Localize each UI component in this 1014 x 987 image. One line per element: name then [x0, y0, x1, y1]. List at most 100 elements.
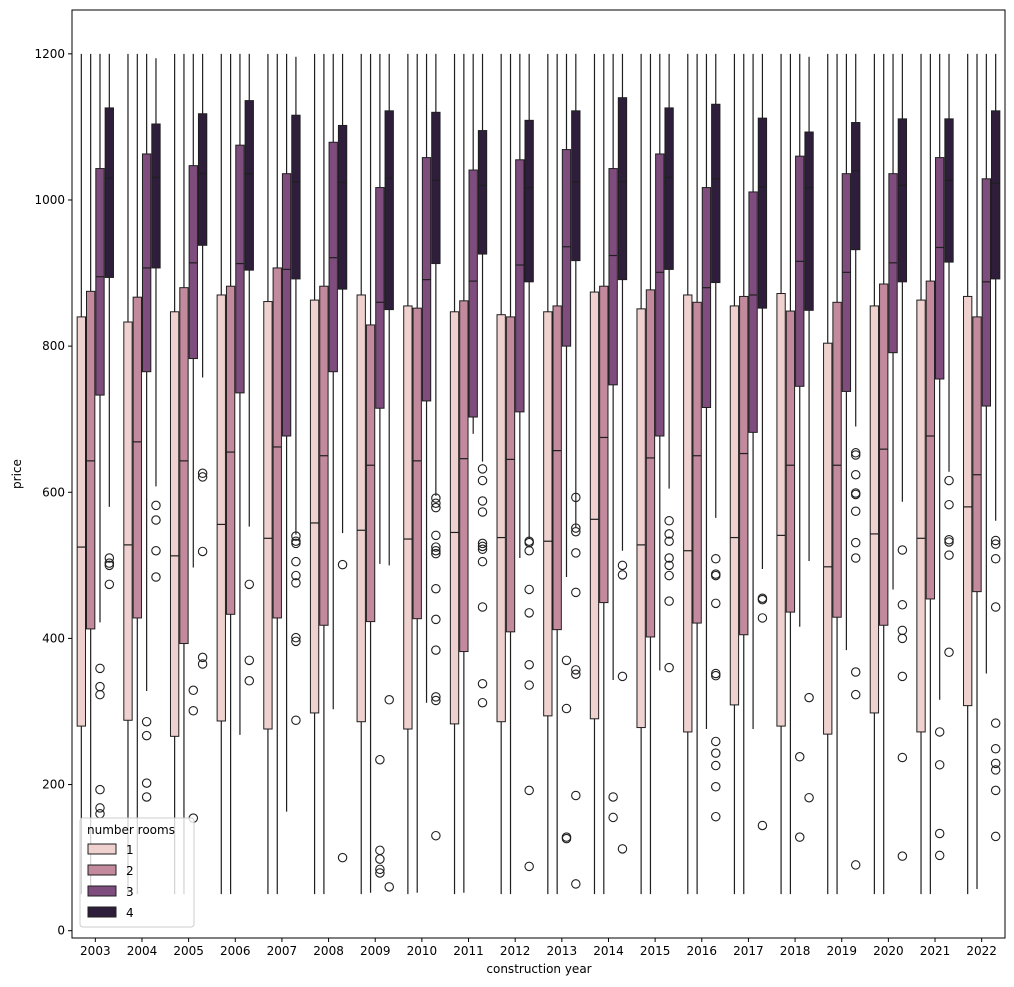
box — [132, 296, 142, 619]
x-tick-label: 2017 — [733, 944, 764, 958]
outlier-point — [561, 833, 572, 844]
box — [841, 173, 852, 392]
box — [981, 178, 992, 407]
outlier-point — [375, 868, 385, 878]
x-tick-label: 2009 — [360, 944, 391, 958]
box — [832, 301, 842, 618]
outlier-point — [990, 758, 1001, 769]
box-group — [552, 53, 562, 895]
box — [608, 168, 618, 386]
outlier-point — [95, 663, 105, 674]
outlier-point — [897, 633, 908, 644]
outlier-point — [197, 652, 208, 663]
box — [785, 310, 796, 613]
box-group — [365, 53, 376, 893]
box-group — [235, 53, 245, 735]
outlier-point — [375, 754, 385, 765]
box-group — [757, 53, 768, 831]
outlier-point — [384, 882, 394, 892]
box — [748, 191, 758, 433]
outlier-point — [990, 535, 1001, 546]
box-group — [963, 53, 973, 895]
y-axis-label: price — [10, 459, 24, 489]
box — [328, 141, 338, 373]
outlier-point — [375, 864, 385, 875]
box — [916, 299, 926, 733]
outlier-point — [104, 560, 115, 571]
outlier-point — [431, 542, 441, 552]
outlier-point — [897, 752, 908, 763]
box — [739, 295, 749, 636]
box-group — [608, 53, 618, 823]
box-group — [319, 53, 329, 895]
outlier-point — [990, 554, 1001, 564]
outlier-point — [850, 553, 861, 563]
outlier-point — [608, 792, 618, 802]
outlier-point — [757, 820, 768, 831]
x-tick-label: 2020 — [873, 944, 904, 958]
outlier-point — [897, 851, 908, 861]
outlier-point — [897, 600, 908, 610]
outlier-point — [804, 792, 814, 803]
x-tick-label: 2018 — [780, 944, 811, 958]
x-tick-label: 2003 — [80, 944, 111, 958]
box — [897, 118, 908, 283]
box-group — [375, 53, 385, 878]
box — [95, 168, 105, 396]
box — [879, 283, 889, 626]
outlier-point — [804, 692, 814, 703]
outlier-point — [244, 655, 255, 666]
outlier-point — [524, 659, 534, 670]
outlier-point — [197, 659, 208, 669]
box — [823, 342, 833, 735]
box-group — [832, 53, 842, 895]
y-tick-label: 1200 — [34, 47, 65, 61]
outlier-point — [477, 678, 488, 689]
outlier-point — [794, 832, 805, 842]
outlier-point — [850, 489, 861, 500]
outlier-point — [431, 692, 441, 702]
outlier-point — [104, 579, 115, 590]
outlier-point — [617, 560, 628, 571]
outlier-point — [711, 554, 721, 564]
legend-label: 4 — [126, 906, 134, 920]
box-group — [263, 53, 273, 895]
outlier-point — [151, 500, 161, 511]
box — [151, 123, 161, 269]
box-group — [944, 53, 954, 658]
outlier-point — [850, 537, 861, 548]
box-group — [543, 53, 553, 895]
outlier-point — [711, 748, 721, 758]
outlier-point — [477, 602, 488, 612]
outlier-point — [524, 861, 534, 872]
box-group — [823, 53, 833, 895]
outlier-point — [711, 670, 721, 681]
outlier-point — [990, 602, 1001, 612]
box — [188, 165, 198, 360]
outlier-point — [571, 879, 581, 889]
outlier-point — [711, 760, 721, 771]
box-group — [841, 53, 852, 651]
outlier-point — [664, 662, 674, 673]
outlier-point — [664, 553, 674, 563]
outlier-point — [384, 695, 394, 705]
box-group — [197, 53, 208, 669]
box — [263, 301, 273, 730]
box-group — [244, 53, 255, 686]
box-group — [291, 56, 301, 725]
box — [291, 114, 301, 280]
outlier-point — [711, 570, 721, 581]
box-group — [216, 53, 226, 895]
box-group — [729, 53, 740, 895]
outlier-point — [95, 803, 105, 813]
outlier-point — [244, 579, 255, 590]
box — [179, 287, 189, 645]
outlier-point — [197, 468, 208, 479]
outlier-point — [431, 614, 441, 625]
outlier-point — [291, 538, 301, 549]
box-group — [925, 53, 936, 895]
x-tick-label: 2012 — [500, 944, 531, 958]
outlier-point — [524, 785, 534, 796]
x-tick-label: 2004 — [127, 944, 158, 958]
box — [729, 305, 740, 706]
